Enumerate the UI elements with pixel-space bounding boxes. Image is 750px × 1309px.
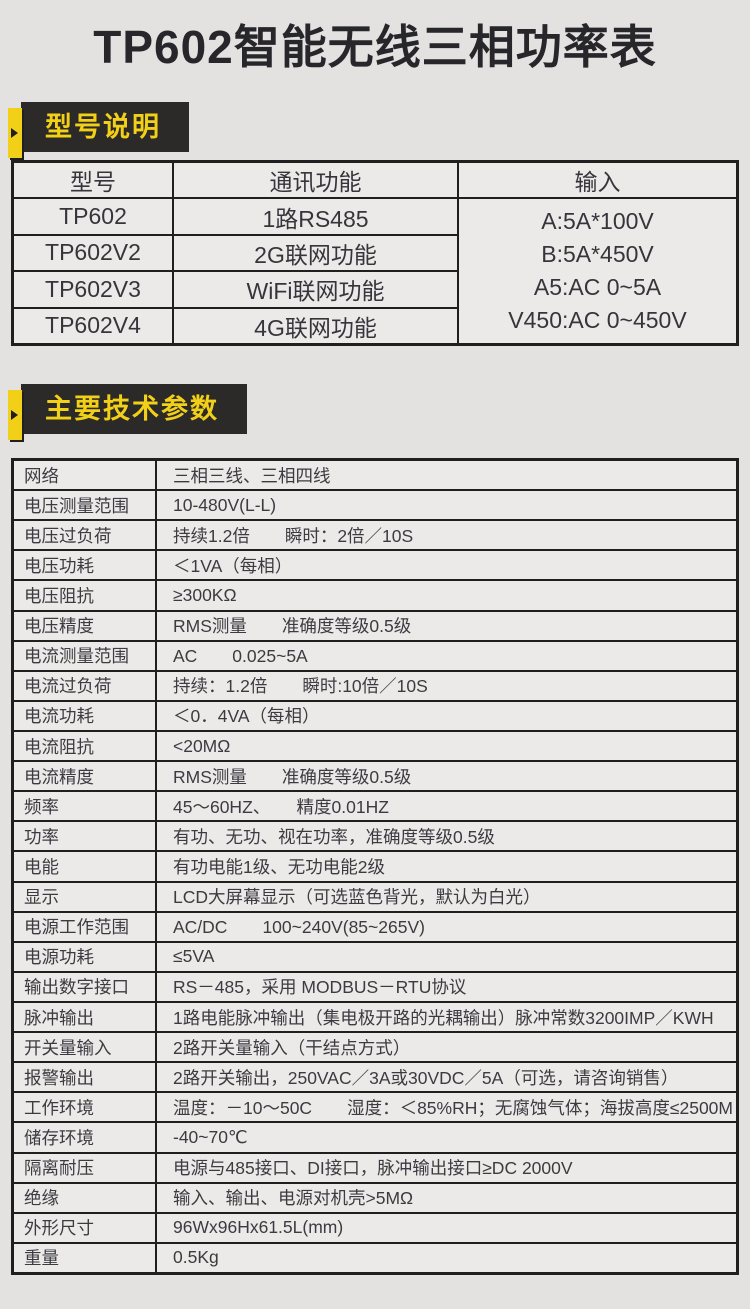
spec-value-cell: ≥300KΩ: [157, 581, 736, 610]
spec-label-cell: 隔离耐压: [14, 1153, 155, 1182]
spec-label-cell: 功率: [14, 822, 155, 851]
spec-value-cell: RS－485，采用 MODBUS－RTU协议: [157, 972, 736, 1001]
spec-value-cell: 输入、输出、电源对机壳>5MΩ: [157, 1183, 736, 1212]
spec-label-cell: 重量: [14, 1243, 155, 1272]
spec-label-cell: 电压过负荷: [14, 521, 155, 550]
comm-function-cell: 1路RS485: [174, 199, 457, 234]
spec-label-cell: 脉冲输出: [14, 1002, 155, 1032]
spec-label-cell: 电流测量范围: [14, 641, 155, 670]
spec-value-cell: ≤5VA: [157, 942, 736, 971]
spec-value-cell: ＜0．4VA（每相）: [157, 701, 736, 730]
spec-value-cell: 10-480V(L-L): [157, 491, 736, 520]
input-options-merged-cell: A:5A*100V B:5A*450V A5:AC 0~5A V450:AC 0…: [459, 199, 736, 343]
spec-label-cell: 电源功耗: [14, 942, 155, 971]
spec-value-cell: 有功电能1级、无功电能2级: [157, 852, 736, 881]
spec-label-cell: 频率: [14, 792, 155, 821]
spec-label-cell: 输出数字接口: [14, 972, 155, 1001]
spec-label-cell: 电压精度: [14, 611, 155, 640]
spec-value-cell: 三相三线、三相四线: [157, 461, 736, 490]
spec-value-cell: LCD大屏幕显示（可选蓝色背光，默认为白光）: [157, 882, 736, 911]
spec-label-cell: 电压阻抗: [14, 581, 155, 610]
spec-label-cell: 电压功耗: [14, 551, 155, 580]
model-table-header-comm: 通讯功能: [174, 163, 457, 198]
model-table-header-model: 型号: [14, 163, 172, 198]
spec-value-cell: ＜1VA（每相）: [157, 551, 736, 580]
spec-value-cell: 96Wx96Hx61.5L(mm): [157, 1213, 736, 1242]
spec-label-cell: 电能: [14, 852, 155, 881]
spec-value-cell: 持续：1.2倍 瞬时:10倍／10S: [157, 671, 736, 700]
spec-value-cell: -40~70℃: [157, 1123, 736, 1152]
spec-value-cell: 电源与485接口、DI接口，脉冲输出接口≥DC 2000V: [157, 1153, 736, 1182]
model-name-cell: TP602: [14, 199, 172, 234]
section-title-model: 型号说明: [21, 102, 189, 152]
section-marker-specs: 主要技术参数: [8, 384, 247, 440]
input-option-line: V450:AC 0~450V: [508, 307, 687, 333]
spec-value-cell: 有功、无功、视在功率，准确度等级0.5级: [157, 822, 736, 851]
model-table-header-input: 输入: [459, 163, 736, 198]
ribbon-accent: [8, 390, 22, 440]
model-table: 型号 通讯功能 输入 A:5A*100V B:5A*450V A5:AC 0~5…: [11, 160, 739, 346]
comm-function-cell: 2G联网功能: [174, 235, 457, 271]
spec-value-cell: RMS测量 准确度等级0.5级: [157, 611, 736, 640]
spec-label-cell: 网络: [14, 461, 155, 490]
spec-label-cell: 电流功耗: [14, 701, 155, 730]
spec-label-cell: 电压测量范围: [14, 491, 155, 520]
spec-label-cell: 报警输出: [14, 1063, 155, 1092]
comm-function-cell: 4G联网功能: [174, 308, 457, 343]
spec-value-cell: AC/DC 100~240V(85~265V): [157, 912, 736, 941]
spec-value-cell: <20MΩ: [157, 731, 736, 761]
spec-label-cell: 电流精度: [14, 762, 155, 791]
section-marker-model: 型号说明: [8, 102, 189, 158]
arrow-right-icon: [11, 128, 18, 138]
arrow-right-icon: [11, 410, 18, 420]
model-name-cell: TP602V3: [14, 272, 172, 307]
input-option-line: B:5A*450V: [541, 241, 654, 268]
spec-value-cell: 温度：－10～50C 湿度：＜85%RH；无腐蚀气体；海拔高度≤2500M: [157, 1093, 736, 1122]
input-option-line: A5:AC 0~5A: [533, 274, 662, 301]
model-name-cell: TP602V2: [14, 235, 172, 271]
spec-label-cell: 电源工作范围: [14, 912, 155, 941]
spec-value-cell: 2路开关输出，250VAC／3A或30VDC／5A（可选，请咨询销售）: [157, 1063, 736, 1092]
spec-value-cell: 0.5Kg: [157, 1243, 736, 1272]
input-option-line: A:5A*100V: [541, 208, 654, 235]
ribbon-accent: [8, 108, 22, 158]
comm-function-cell: WiFi联网功能: [174, 272, 457, 307]
spec-value-cell: AC 0.025~5A: [157, 641, 736, 670]
spec-value-cell: 45～60HZ、 精度0.01HZ: [157, 792, 736, 821]
spec-value-cell: 1路电能脉冲输出（集电极开路的光耦输出）脉冲常数3200IMP／KWH: [157, 1002, 736, 1032]
spec-label-cell: 储存环境: [14, 1123, 155, 1152]
spec-label-cell: 外形尺寸: [14, 1213, 155, 1242]
spec-value-cell: 2路开关量输入（干结点方式）: [157, 1033, 736, 1062]
spec-label-cell: 工作环境: [14, 1093, 155, 1122]
spec-table: 网络 三相三线、三相四线 电压测量范围 10-480V(L-L) 电压过负荷 持…: [11, 458, 739, 1275]
section-header-model-row: 型号说明: [0, 78, 750, 158]
spec-label-cell: 开关量输入: [14, 1033, 155, 1062]
spec-label-cell: 绝缘: [14, 1183, 155, 1212]
spec-value-cell: RMS测量 准确度等级0.5级: [157, 762, 736, 791]
model-name-cell: TP602V4: [14, 308, 172, 343]
section-header-specs-row: 主要技术参数: [0, 360, 750, 440]
spec-label-cell: 显示: [14, 882, 155, 911]
page-title: TP602智能无线三相功率表: [93, 21, 657, 73]
spec-value-cell: 持续1.2倍 瞬时：2倍／10S: [157, 521, 736, 550]
spec-label-cell: 电流阻抗: [14, 731, 155, 761]
section-title-specs: 主要技术参数: [21, 384, 247, 434]
spec-label-cell: 电流过负荷: [14, 671, 155, 700]
